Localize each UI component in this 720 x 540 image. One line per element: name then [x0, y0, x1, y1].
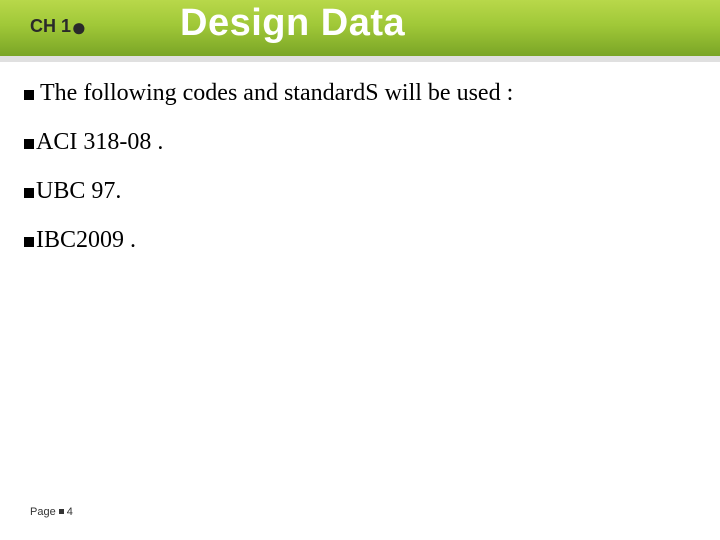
- footer-label: Page: [30, 506, 56, 518]
- slide: CH 1● Design Data The following codes an…: [0, 0, 720, 540]
- footer-page-number: 4: [67, 506, 73, 518]
- bullet-item-text: ACI 318-08 .: [36, 129, 163, 156]
- bullet-item-row: UBC 97.: [24, 178, 696, 205]
- bullet-item-row: IBC2009 .: [24, 227, 696, 254]
- square-bullet-icon: [24, 237, 34, 247]
- page-footer: Page 4: [30, 506, 73, 518]
- slide-title: Design Data: [180, 2, 405, 45]
- bullet-item-row: ACI 318-08 .: [24, 129, 696, 156]
- square-bullet-icon: [24, 139, 34, 149]
- chapter-dot-icon: ●: [71, 12, 87, 42]
- square-bullet-icon: [24, 90, 34, 100]
- bullet-lead-row: The following codes and standardS will b…: [24, 80, 696, 107]
- footer-square-icon: [59, 509, 64, 514]
- chapter-label: CH 1●: [30, 16, 87, 37]
- square-bullet-icon: [24, 188, 34, 198]
- slide-content: The following codes and standardS will b…: [24, 80, 696, 276]
- slide-header: CH 1● Design Data: [0, 0, 720, 56]
- chapter-text: CH 1: [30, 16, 71, 36]
- bullet-item-text: IBC2009 .: [36, 227, 136, 254]
- bullet-item-text: UBC 97.: [36, 178, 121, 205]
- lead-text: The following codes and standardS will b…: [40, 80, 513, 107]
